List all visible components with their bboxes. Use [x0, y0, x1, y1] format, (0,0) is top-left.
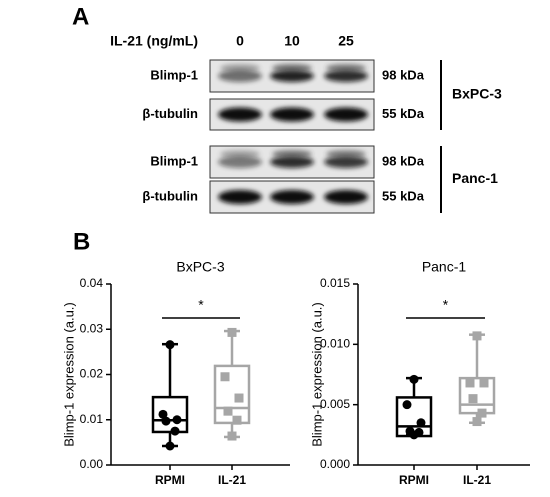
data-point — [227, 431, 237, 441]
blot-band — [270, 107, 314, 122]
blot-band — [270, 156, 314, 168]
data-point — [165, 441, 175, 451]
data-point — [223, 406, 233, 416]
protein-label: β-tubulin — [142, 106, 198, 121]
blot-band — [270, 70, 314, 82]
blot-band — [220, 150, 260, 158]
y-tick-label: 0.000 — [320, 457, 350, 471]
data-point — [232, 415, 242, 425]
data-point — [472, 417, 482, 427]
panel-label: A — [72, 3, 89, 30]
blot-band — [218, 107, 262, 122]
size-label: 98 kDa — [382, 153, 425, 168]
cell-line-label: Panc-1 — [452, 170, 498, 186]
x-tick-label: RPMI — [155, 473, 185, 487]
size-label: 55 kDa — [382, 188, 425, 203]
data-point — [165, 340, 175, 350]
lane-label: 10 — [284, 33, 300, 49]
y-axis-label: Blimp-1 expression (a.u.) — [309, 302, 324, 447]
size-label: 98 kDa — [382, 67, 425, 82]
chart-title: Panc-1 — [422, 259, 467, 275]
data-point — [416, 418, 426, 428]
panel-label: B — [73, 228, 90, 255]
data-point — [220, 372, 230, 382]
data-point — [468, 394, 478, 404]
blot-band — [220, 64, 260, 72]
treatment-label: IL-21 (ng/mL) — [110, 33, 198, 49]
data-point — [402, 400, 412, 410]
blot-band — [270, 190, 314, 204]
blot-band — [326, 64, 366, 72]
lane-label: 25 — [338, 33, 354, 49]
box — [213, 364, 251, 425]
data-point — [409, 374, 419, 384]
protein-label: Blimp-1 — [150, 67, 198, 82]
protein-label: β-tubulin — [142, 188, 198, 203]
data-point — [479, 378, 489, 388]
y-tick-label: 0.015 — [320, 276, 350, 290]
data-point — [477, 408, 487, 418]
blot-band — [272, 150, 312, 158]
data-point — [465, 378, 475, 388]
blot-band — [218, 190, 262, 204]
data-point — [409, 430, 419, 440]
y-tick-label: 0.01 — [80, 412, 104, 426]
blot-band — [218, 70, 262, 82]
chart-title: BxPC-3 — [176, 259, 224, 275]
y-tick-label: 0.00 — [80, 457, 104, 471]
significance-label: * — [443, 297, 449, 313]
lane-label: 0 — [236, 33, 244, 49]
box — [458, 376, 496, 415]
data-point — [227, 327, 237, 337]
data-point — [172, 415, 182, 425]
data-point — [472, 331, 482, 341]
data-point — [170, 426, 180, 436]
significance-label: * — [198, 297, 204, 313]
box — [151, 395, 189, 434]
y-axis-label: Blimp-1 expression (a.u.) — [61, 302, 76, 447]
data-point — [161, 416, 171, 426]
y-tick-label: 0.03 — [80, 321, 104, 335]
data-point — [158, 409, 168, 419]
blot-band — [326, 150, 366, 158]
blot-band — [324, 190, 368, 204]
blot-band — [324, 70, 368, 82]
protein-label: Blimp-1 — [150, 153, 198, 168]
cell-line-label: BxPC-3 — [452, 86, 502, 102]
blot-band — [272, 64, 312, 72]
blot-band — [324, 107, 368, 122]
y-tick-label: 0.04 — [80, 276, 104, 290]
blot-band — [218, 156, 262, 168]
size-label: 55 kDa — [382, 106, 425, 121]
x-tick-label: IL-21 — [218, 473, 246, 487]
y-tick-label: 0.005 — [320, 397, 350, 411]
x-tick-label: RPMI — [399, 473, 429, 487]
x-tick-label: IL-21 — [463, 473, 491, 487]
blot-band — [324, 156, 368, 168]
data-point — [234, 393, 244, 403]
y-tick-label: 0.010 — [320, 337, 350, 351]
y-tick-label: 0.02 — [80, 367, 104, 381]
